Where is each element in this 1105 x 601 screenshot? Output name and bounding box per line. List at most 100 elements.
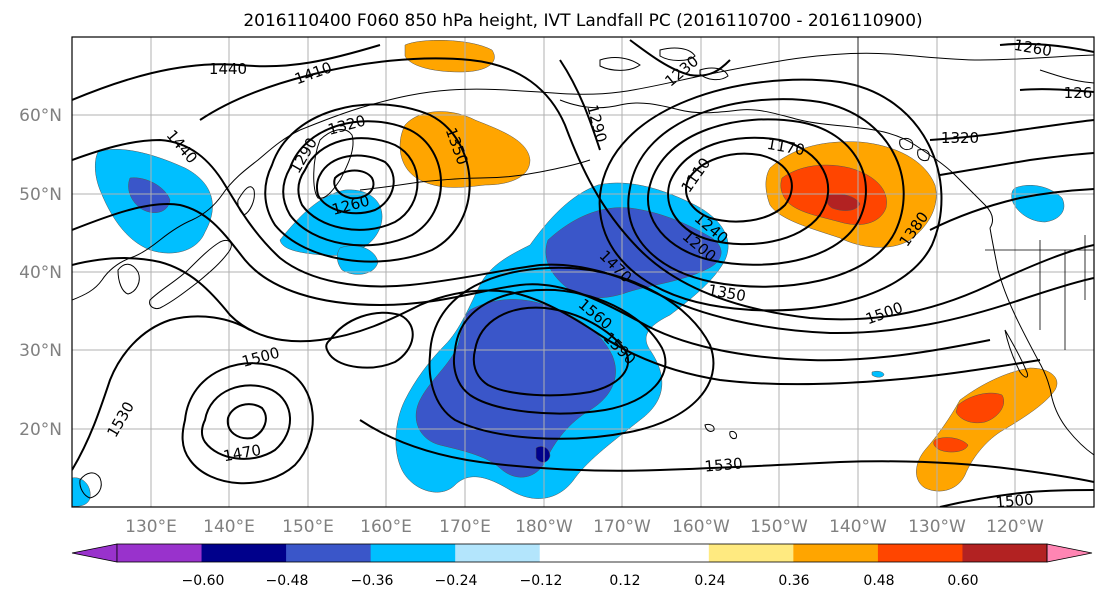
contour-1440-north: [72, 44, 381, 101]
shade-red-mexico-b: [933, 437, 969, 453]
shade-blue-namerica: [1011, 185, 1065, 223]
contour-1320-east: [929, 119, 1094, 141]
contour-west-low-1: [226, 403, 267, 440]
colorbar-label: −0.48: [266, 573, 309, 589]
colorbar-extend-min: [71, 543, 118, 563]
contour-high-1590: [472, 306, 630, 397]
lat-tick-label: 40°N: [19, 263, 62, 283]
shade-blue-dot: [871, 370, 885, 378]
contour-1530-south: [359, 419, 1094, 483]
contour-1230-north: [629, 39, 731, 77]
lon-tick-label: 140°E: [203, 517, 255, 537]
coast-japan: [149, 239, 232, 309]
colorbar-label: 0.24: [694, 573, 725, 589]
contour-1260: [999, 42, 1094, 53]
lon-tick-label: 120°W: [986, 517, 1044, 537]
borders-namerica: [857, 37, 1094, 350]
lat-tick-label: 50°N: [19, 185, 62, 205]
colorbar-bin: [286, 544, 372, 562]
lon-tick-label: 150°E: [282, 517, 334, 537]
colorbar-bin: [708, 544, 794, 562]
contour-1530-west: [72, 315, 251, 471]
colorbar-label: −0.12: [520, 573, 563, 589]
colorbar-extend-max: [1046, 543, 1093, 563]
contour-1260-b: [1019, 88, 1094, 93]
colorbar-bins: [71, 543, 1093, 563]
contour-kamchatka-low-1: [333, 169, 375, 200]
contour-west-low-2: [201, 384, 291, 460]
coast-hudson: [1039, 69, 1094, 84]
colorbar-label: 0.60: [947, 573, 978, 589]
coast-aleutians: [359, 159, 591, 191]
contour-gulf-low-4: [627, 98, 905, 288]
contour-1500-south-east: [939, 489, 1094, 507]
colorbar-label: 0.12: [609, 573, 640, 589]
coast-korea: [117, 263, 140, 295]
contour-gulf-low-1: [685, 152, 793, 223]
colorbar-bin: [370, 544, 456, 562]
coast-kamchatka: [313, 129, 354, 199]
contour-1500-loop: [325, 311, 414, 369]
colorbar-bin: [201, 544, 287, 562]
contour-label: 1260: [1013, 36, 1054, 60]
coast-north-islands: [599, 47, 729, 81]
coast-canada-islands: [899, 137, 930, 161]
contour-kamchatka-low-3: [297, 137, 419, 231]
lat-tick-label: 30°N: [19, 341, 62, 361]
colorbar-label: −0.36: [351, 573, 394, 589]
contour-1290-north: [559, 59, 601, 151]
colorbar-bin: [539, 544, 625, 562]
coast-philippines: [79, 472, 102, 499]
contour-label: 1530: [704, 454, 744, 475]
contour-1350-east: [939, 152, 1094, 176]
contour-gulf-low-3: [647, 118, 867, 266]
shade-blue-pacific-south: [415, 299, 616, 478]
contour-high-1560: [452, 288, 667, 415]
shade-darkblue-dot: [535, 446, 551, 463]
lon-tick-label: 180°W: [515, 517, 573, 537]
coast-alaska: [559, 99, 993, 229]
colorbar-label: 0.48: [863, 573, 894, 589]
lon-tick-label: 160°E: [360, 517, 412, 537]
map-panel: 1440 1410 1320 1440 1290 1350 1260 1230 …: [71, 36, 1095, 511]
map-title: 2016110400 F060 850 hPa height, IVT Land…: [243, 11, 922, 31]
contour-1500-main: [72, 257, 1041, 386]
shade-orange-mexico: [916, 367, 1058, 492]
colorbar-frame: [116, 543, 1048, 563]
contour-label: 1440: [209, 60, 247, 78]
colorbar-label: 0.36: [778, 573, 809, 589]
contour-high-1530: [428, 266, 715, 440]
coast-baja: [1004, 329, 1029, 378]
contour-1380-east: [929, 188, 1094, 231]
lon-tick-label: 130°E: [125, 517, 177, 537]
coast-hawaii: [704, 423, 737, 439]
lat-tick-label: 60°N: [19, 106, 62, 126]
contour-1440-west: [72, 138, 1094, 335]
colorbar: −0.60 −0.48 −0.36 −0.24 −0.12 0.12 0.24 …: [71, 543, 1093, 589]
lon-tick-label: 170°W: [593, 517, 651, 537]
colorbar-label: −0.60: [182, 573, 225, 589]
coastlines: [72, 37, 1094, 499]
contour-gulf-low-5: [598, 78, 943, 312]
contour-label: 1500: [995, 490, 1035, 511]
colorbar-bin: [793, 544, 879, 562]
shade-red-mexico: [955, 392, 1004, 424]
lon-tick-labels: 130°E 140°E 150°E 160°E 170°E 180°W 170°…: [125, 517, 1044, 537]
contour-label: 1320: [941, 129, 979, 147]
ivt-shading-negative: [72, 149, 1065, 507]
colorbar-bin: [455, 544, 541, 562]
lon-tick-label: 130°W: [908, 517, 966, 537]
contour-gulf-low-2: [667, 136, 830, 246]
colorbar-bin: [624, 544, 710, 562]
map-frame: [71, 36, 1095, 508]
lat-tick-labels: 60°N 50°N 40°N 30°N 20°N: [19, 106, 62, 440]
lat-tick-label: 20°N: [19, 420, 62, 440]
height-contours: [72, 39, 1094, 507]
contour-kamchatka-low-5: [264, 103, 471, 263]
colorbar-bin: [877, 544, 963, 562]
lon-tick-label: 160°W: [672, 517, 730, 537]
contour-label: 126: [1064, 84, 1093, 102]
lon-tick-label: 140°W: [829, 517, 887, 537]
contour-kamchatka-low-2: [315, 154, 395, 215]
